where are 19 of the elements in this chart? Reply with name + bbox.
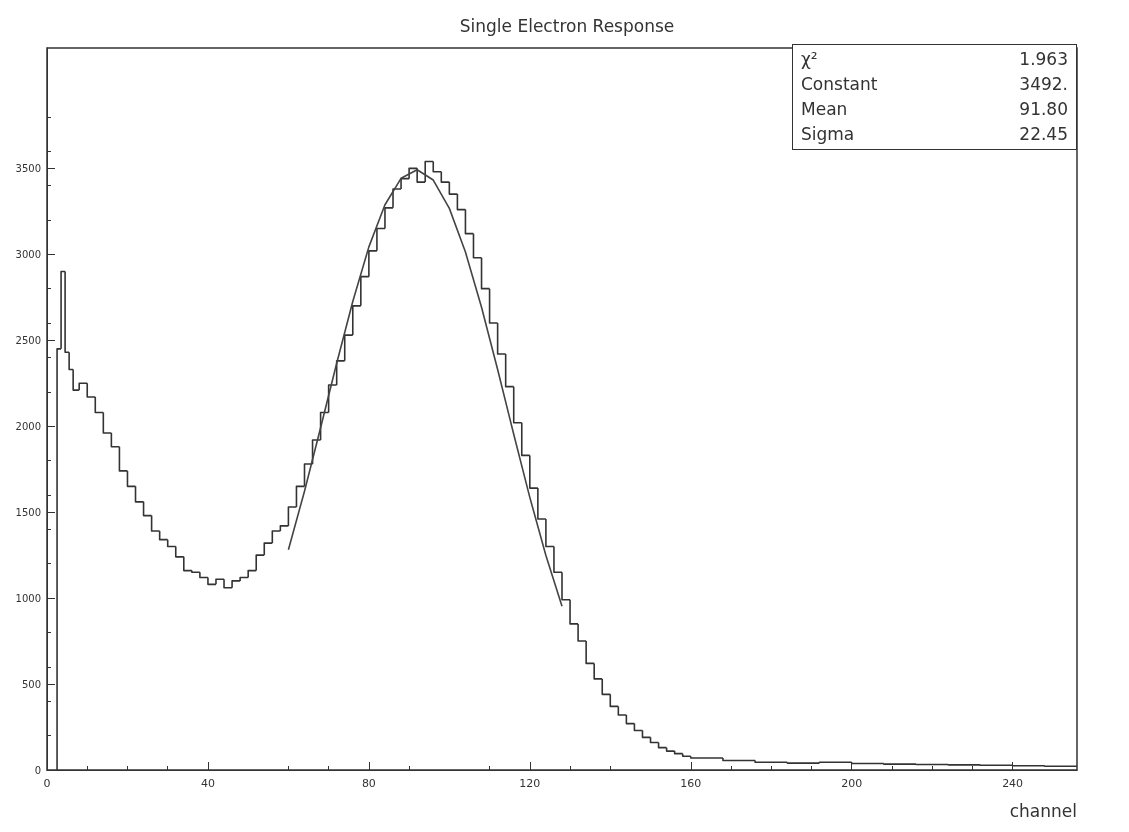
line-series [287, 168, 563, 608]
x-tick-label: 200 [841, 777, 863, 790]
y-tick-label: 1000 [15, 592, 41, 604]
x-tick-label: 120 [519, 777, 541, 790]
stats-box: χ² 1.963 Constant 3492. Mean 91.80 Sigma 22.45 [792, 44, 1077, 150]
y-tick-label: 3000 [15, 248, 41, 260]
x-tick-label: 80 [361, 777, 376, 790]
y-tick-label: 0 [34, 764, 41, 776]
y-tick-label: 2500 [15, 334, 41, 346]
y-tick-label: 3500 [15, 162, 41, 174]
x-tick-label: 0 [43, 777, 51, 790]
x-tick-label: 240 [1002, 777, 1024, 790]
y-tick-label: 500 [21, 678, 41, 690]
chart-title: Single Electron Response [459, 15, 675, 36]
x-tick-label: 160 [680, 777, 702, 790]
y-tick-label: 1500 [15, 506, 41, 518]
x-axis-title: channel [1009, 800, 1077, 821]
y-tick-label: 2000 [15, 420, 41, 432]
x-tick-label: 40 [200, 777, 215, 790]
